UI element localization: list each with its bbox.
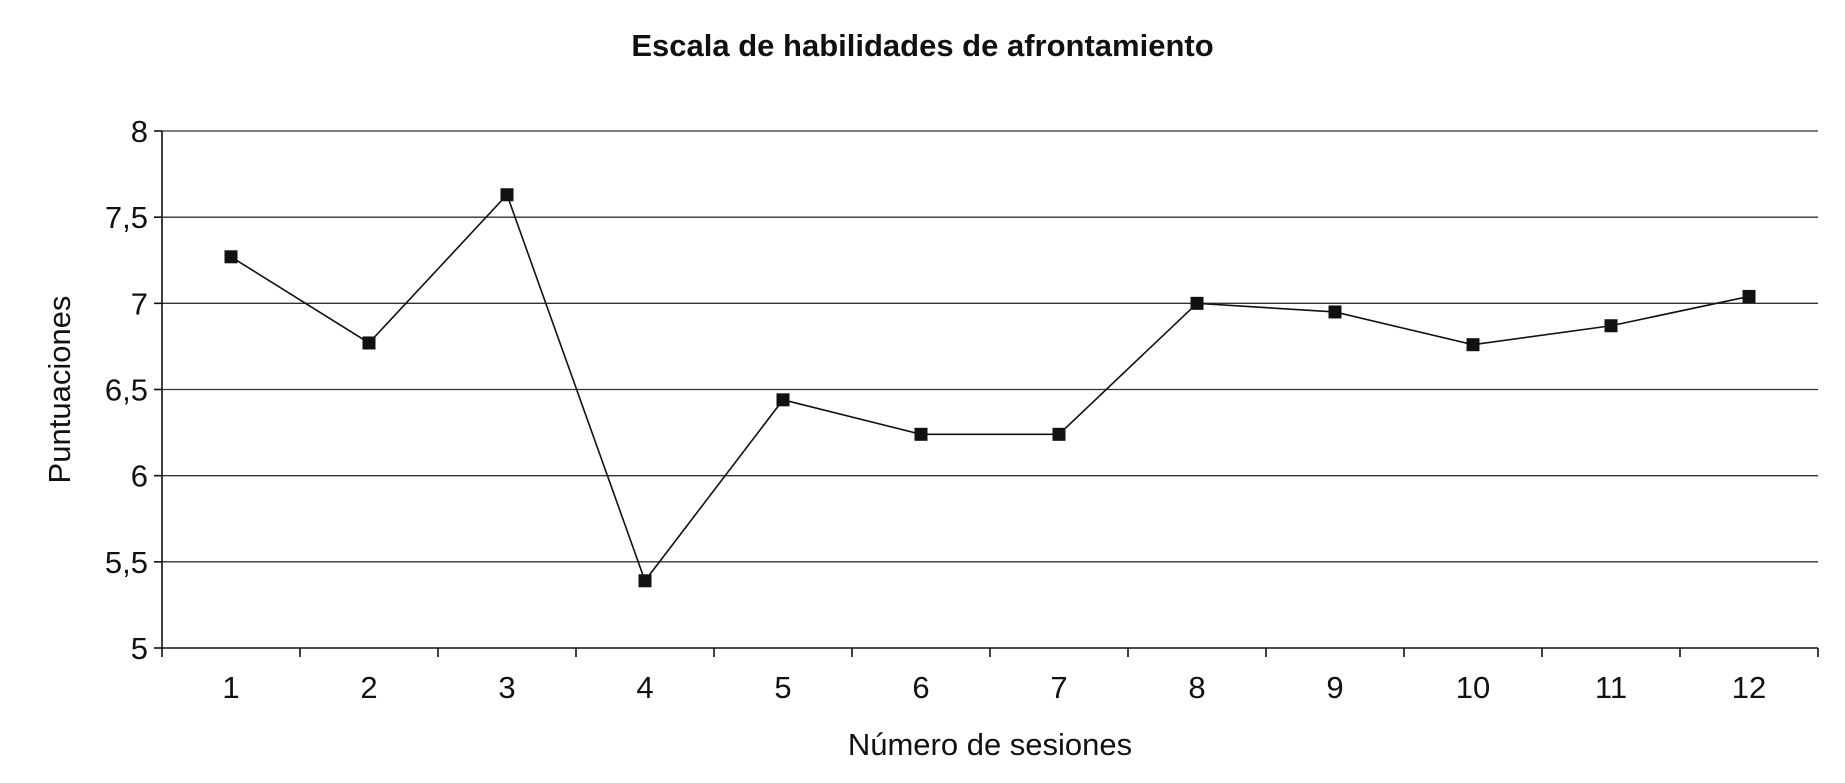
x-tick-label: 8	[1188, 670, 1205, 705]
x-tick-label: 4	[636, 670, 653, 705]
x-tick-label: 2	[360, 670, 377, 705]
chart-title: Escala de habilidades de afrontamiento	[631, 28, 1214, 63]
x-tick-label: 5	[774, 670, 791, 705]
y-tick-label: 6,5	[105, 373, 148, 408]
y-axis-label: Puntuaciones	[42, 296, 77, 484]
data-point-marker	[1190, 296, 1204, 310]
data-point-marker	[1466, 338, 1480, 352]
y-tick-label: 6	[131, 459, 148, 494]
x-tick-label: 12	[1732, 670, 1766, 705]
data-point-marker	[500, 188, 514, 202]
x-tick-label: 3	[498, 670, 515, 705]
y-tick-label: 7	[131, 286, 148, 321]
data-point-marker	[1328, 305, 1342, 319]
x-tick-label: 1	[222, 670, 239, 705]
x-tick-label: 6	[912, 670, 929, 705]
y-tick-label: 5	[131, 631, 148, 666]
x-axis-label: Número de sesiones	[848, 727, 1132, 762]
y-tick-label: 7,5	[105, 200, 148, 235]
data-point-marker	[224, 250, 238, 264]
data-point-marker	[914, 427, 928, 441]
data-point-marker	[1052, 427, 1066, 441]
x-tick-label: 7	[1050, 670, 1067, 705]
data-point-marker	[776, 393, 790, 407]
x-tick-label: 9	[1326, 670, 1343, 705]
y-tick-label: 5,5	[105, 545, 148, 580]
data-point-marker	[638, 574, 652, 588]
x-tick-label: 10	[1456, 670, 1490, 705]
series-line	[230, 193, 1750, 583]
y-tick-label: 8	[131, 114, 148, 149]
data-point-marker	[1742, 289, 1756, 303]
data-point-marker	[1604, 319, 1618, 333]
x-tick-label: 11	[1595, 670, 1627, 705]
data-point-marker	[362, 336, 376, 350]
